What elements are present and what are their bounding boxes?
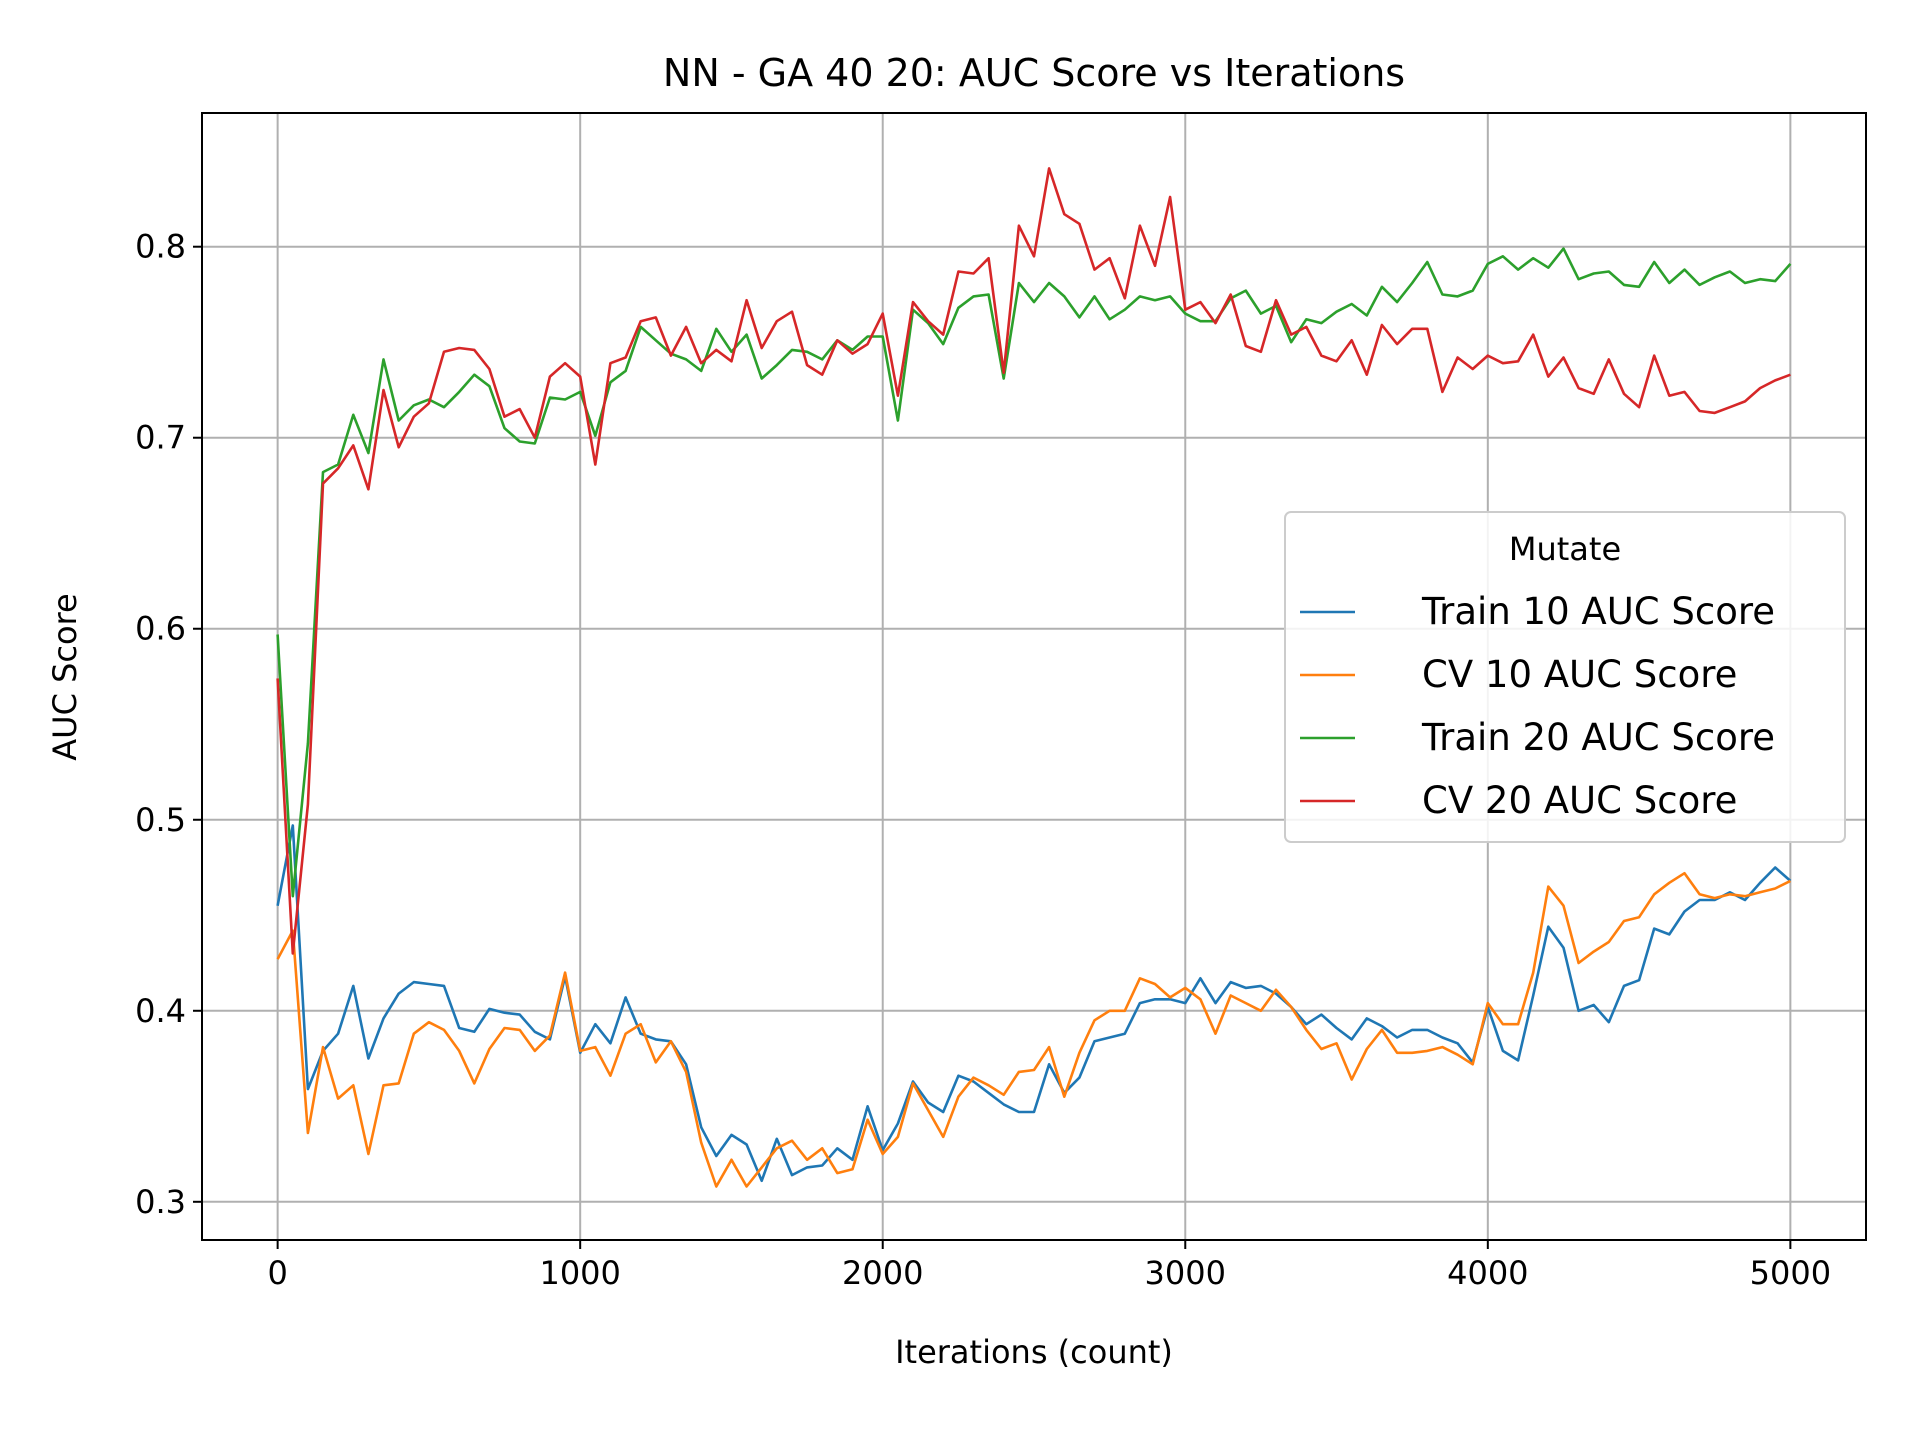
- legend-box: [1284, 511, 1846, 843]
- x-axis-label: Iterations (count): [895, 1333, 1173, 1371]
- series-line-3: [276, 247, 1792, 898]
- x-tick-label: 3000: [1145, 1254, 1226, 1292]
- chart-title: NN - GA 40 20: AUC Score vs Iterations: [663, 51, 1405, 95]
- y-axis-label: AUC Score: [46, 593, 84, 760]
- series-line-1: [276, 824, 1792, 1183]
- legend-label-1: Train 10 AUC Score: [1421, 590, 1775, 633]
- series-line-4: [276, 167, 1791, 955]
- y-tick-label: 0.5: [135, 801, 186, 839]
- legend-title: Mutate: [1509, 530, 1621, 568]
- legend-label-2: CV 10 AUC Score: [1422, 653, 1737, 696]
- plot-area-frame: [201, 112, 1867, 1241]
- x-tick-label: 1000: [539, 1254, 620, 1292]
- x-tick-label: 0: [267, 1254, 287, 1292]
- x-tick-label: 5000: [1750, 1254, 1831, 1292]
- x-tick-label: 4000: [1447, 1254, 1528, 1292]
- legend-label-3: Train 20 AUC Score: [1421, 716, 1775, 759]
- y-tick-label: 0.4: [135, 992, 186, 1030]
- y-tick-label: 0.8: [135, 228, 186, 266]
- axis-ticks: 0 1000 2000 3000 4000 5000 0.3 0.4 0.5 0.6 0.7 0.8: [135, 228, 1831, 1292]
- legend-label-4: CV 20 AUC Score: [1422, 779, 1737, 822]
- plot-lines: [276, 167, 1792, 1188]
- y-tick-label: 0.7: [135, 419, 186, 457]
- legend: Mutate Train 10 AUC Score CV 10 AUC Score…: [1284, 511, 1846, 843]
- y-tick-label: 0.6: [135, 610, 186, 648]
- series-line-2: [276, 871, 1791, 1188]
- y-tick-label: 0.3: [135, 1183, 186, 1221]
- x-tick-label: 2000: [842, 1254, 923, 1292]
